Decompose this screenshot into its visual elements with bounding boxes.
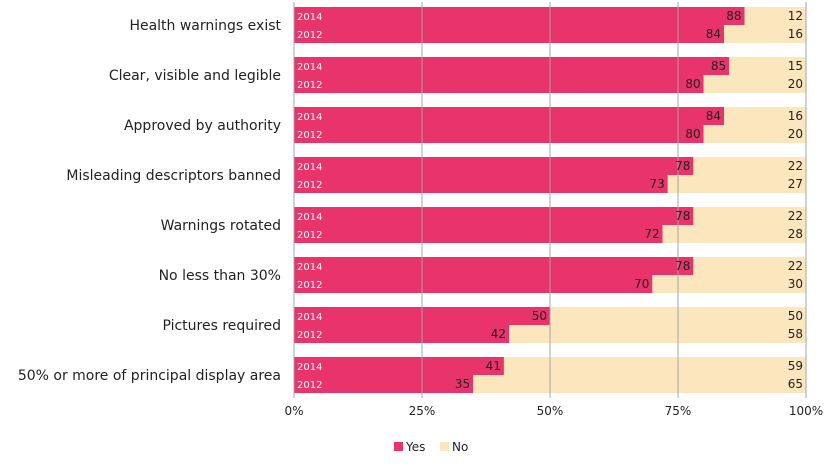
year-label: 2012 (297, 230, 322, 241)
category-label: Clear, visible and legible (109, 68, 281, 84)
bar-no (703, 125, 806, 143)
bar-yes (294, 25, 725, 43)
bar-no (693, 207, 806, 225)
legend-label-no: No (452, 440, 468, 454)
year-label: 2014 (297, 162, 322, 173)
bar-no (724, 25, 806, 43)
category-label: Approved by authority (124, 118, 281, 134)
no-data-label: 65 (788, 377, 803, 391)
legend-label-yes: Yes (405, 440, 425, 454)
bar-no (473, 375, 806, 393)
yes-data-label: 88 (726, 9, 741, 23)
yes-data-label: 78 (675, 159, 690, 173)
bar-yes (294, 375, 474, 393)
bar-yes (294, 357, 504, 375)
bar-yes (294, 225, 663, 243)
bar-no (724, 107, 806, 125)
no-data-label: 20 (788, 77, 803, 91)
category-label: Misleading descriptors banned (66, 168, 281, 184)
no-data-label: 22 (788, 259, 803, 273)
yes-data-label: 80 (685, 127, 700, 141)
bar-yes (294, 175, 668, 193)
x-tick-label: 50% (537, 404, 564, 418)
category-label: Warnings rotated (161, 218, 281, 234)
no-data-label: 59 (788, 359, 803, 373)
bar-yes (294, 207, 694, 225)
bar-no (744, 7, 806, 25)
year-label: 2012 (297, 330, 322, 341)
yes-data-label: 85 (711, 59, 726, 73)
bar-no (729, 57, 806, 75)
year-label: 2012 (297, 30, 322, 41)
yes-data-label: 50 (532, 309, 547, 323)
year-label: 2014 (297, 12, 322, 23)
bar-yes (294, 325, 510, 343)
bar-no (693, 157, 806, 175)
yes-data-label: 73 (649, 177, 664, 191)
no-data-label: 27 (788, 177, 803, 191)
bar-no (703, 75, 806, 93)
category-label: Health warnings exist (129, 18, 281, 34)
no-data-label: 22 (788, 159, 803, 173)
yes-data-label: 70 (634, 277, 649, 291)
year-label: 2014 (297, 62, 322, 73)
year-label: 2012 (297, 380, 322, 391)
no-data-label: 12 (788, 9, 803, 23)
bar-no (693, 257, 806, 275)
no-data-label: 28 (788, 227, 803, 241)
yes-data-label: 35 (455, 377, 470, 391)
no-data-label: 22 (788, 209, 803, 223)
year-label: 2012 (297, 130, 322, 141)
yes-data-label: 42 (491, 327, 506, 341)
year-label: 2012 (297, 180, 322, 191)
legend-swatch-no (440, 442, 449, 451)
bar-no (667, 175, 806, 193)
no-data-label: 15 (788, 59, 803, 73)
bar-yes (294, 157, 694, 175)
bar-yes (294, 57, 730, 75)
bar-no (509, 325, 806, 343)
bar-yes (294, 7, 745, 25)
year-label: 2012 (297, 280, 322, 291)
yes-data-label: 84 (706, 27, 721, 41)
year-label: 2014 (297, 262, 322, 273)
yes-data-label: 72 (644, 227, 659, 241)
bar-no (652, 275, 806, 293)
no-data-label: 58 (788, 327, 803, 341)
bar-yes (294, 275, 653, 293)
legend-swatch-yes (394, 442, 403, 451)
year-label: 2014 (297, 212, 322, 223)
year-label: 2014 (297, 312, 322, 323)
bar-yes (294, 257, 694, 275)
year-label: 2012 (297, 80, 322, 91)
category-label: No less than 30% (159, 268, 281, 284)
yes-data-label: 78 (675, 209, 690, 223)
year-label: 2014 (297, 362, 322, 373)
no-data-label: 16 (788, 27, 803, 41)
no-data-label: 30 (788, 277, 803, 291)
x-tick-label: 100% (789, 404, 823, 418)
bar-yes (294, 75, 704, 93)
category-label: 50% or more of principal display area (18, 368, 281, 384)
yes-data-label: 78 (675, 259, 690, 273)
bar-yes (294, 107, 725, 125)
yes-data-label: 41 (486, 359, 501, 373)
bar-yes (294, 125, 704, 143)
yes-data-label: 80 (685, 77, 700, 91)
x-tick-label: 25% (409, 404, 436, 418)
year-label: 2014 (297, 112, 322, 123)
category-label: Pictures required (162, 318, 281, 334)
no-data-label: 16 (788, 109, 803, 123)
x-tick-label: 0% (284, 404, 303, 418)
no-data-label: 50 (788, 309, 803, 323)
yes-data-label: 84 (706, 109, 721, 123)
x-tick-label: 75% (665, 404, 692, 418)
no-data-label: 20 (788, 127, 803, 141)
bar-no (503, 357, 806, 375)
bar-no (662, 225, 806, 243)
